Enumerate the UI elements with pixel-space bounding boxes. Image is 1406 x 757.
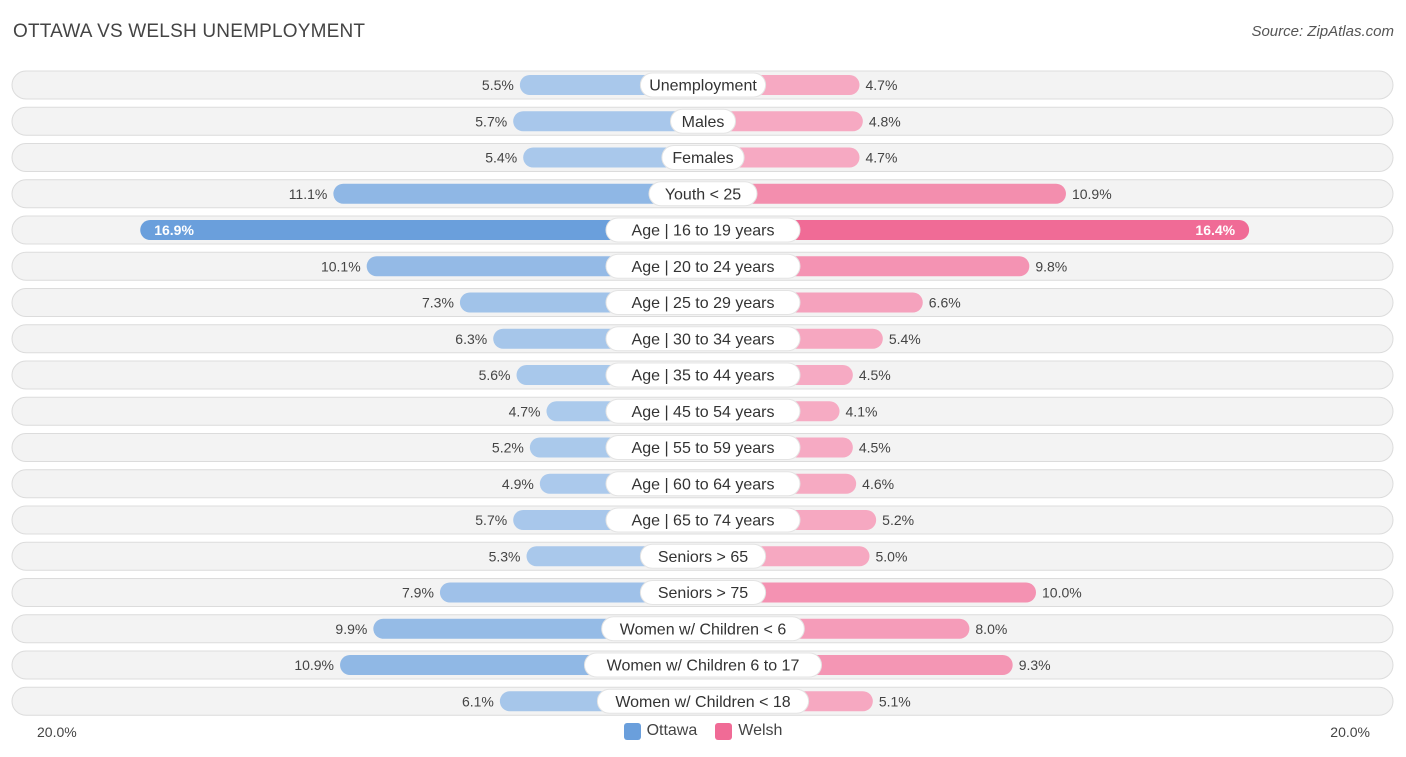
- value-label-welsh: 4.5%: [859, 367, 891, 383]
- category-label-background: [605, 398, 801, 424]
- value-label-welsh: 4.6%: [862, 476, 894, 492]
- legend-swatch-ottawa: [623, 722, 641, 740]
- bar-welsh: [703, 220, 1250, 240]
- bar-ottawa: [523, 147, 703, 168]
- value-label-ottawa: 10.1%: [321, 258, 361, 274]
- category-label: Age | 25 to 29 years: [632, 295, 775, 312]
- value-label-welsh: 4.8%: [869, 113, 901, 129]
- value-label-ottawa: 5.4%: [485, 150, 517, 166]
- value-label-ottawa: 10.9%: [294, 657, 334, 673]
- category-label: Unemployment: [649, 78, 757, 95]
- value-label-ottawa: 5.5%: [482, 77, 514, 93]
- category-label: Women w/ Children 6 to 17: [607, 658, 800, 675]
- source-label: Source: ZipAtlas.com: [1251, 23, 1394, 40]
- category-label: Age | 30 to 34 years: [632, 331, 775, 348]
- category-label-background: [639, 543, 767, 569]
- category-label-background: [605, 290, 801, 315]
- value-label-welsh: 16.4%: [1195, 222, 1235, 238]
- value-label-ottawa: 5.7%: [475, 512, 507, 528]
- value-label-welsh: 4.1%: [846, 403, 878, 419]
- category-label-background: [639, 580, 767, 605]
- value-label-ottawa: 5.2%: [492, 440, 524, 456]
- legend: Ottawa Welsh: [0, 722, 1406, 740]
- value-label-welsh: 4.7%: [866, 77, 898, 93]
- category-label-background: [670, 108, 736, 134]
- category-label: Seniors > 75: [658, 585, 748, 602]
- category-label: Males: [682, 114, 725, 131]
- category-label: Age | 60 to 64 years: [632, 476, 775, 493]
- legend-label-ottawa: Ottawa: [646, 722, 698, 739]
- category-label-background: [605, 435, 801, 460]
- bar-welsh: [703, 582, 1036, 603]
- value-label-welsh: 10.0%: [1042, 585, 1082, 601]
- value-label-welsh: 4.5%: [859, 440, 891, 456]
- value-label-welsh: 8.0%: [975, 621, 1007, 637]
- value-label-welsh: 5.4%: [889, 331, 921, 347]
- legend-item-ottawa[interactable]: Ottawa: [623, 722, 698, 740]
- category-label: Age | 20 to 24 years: [632, 259, 775, 276]
- bar-ottawa: [140, 220, 704, 240]
- value-label-welsh: 4.7%: [866, 150, 898, 166]
- bar-ottawa: [513, 111, 703, 132]
- value-label-ottawa: 16.9%: [154, 222, 194, 238]
- category-label: Seniors > 65: [658, 549, 748, 566]
- value-label-welsh: 5.0%: [876, 548, 908, 564]
- category-label-background: [605, 507, 801, 533]
- category-label-background: [605, 326, 801, 352]
- value-label-ottawa: 4.9%: [502, 476, 534, 492]
- value-label-welsh: 10.9%: [1072, 186, 1112, 202]
- category-label-background: [639, 72, 767, 98]
- bar-welsh: [703, 111, 863, 132]
- legend-swatch-welsh: [715, 722, 733, 740]
- legend-label-welsh: Welsh: [738, 722, 783, 739]
- category-label: Age | 45 to 54 years: [632, 404, 775, 421]
- category-label-background: [648, 181, 758, 207]
- value-label-ottawa: 7.9%: [402, 585, 434, 601]
- category-label: Age | 65 to 74 years: [632, 513, 775, 530]
- category-label: Age | 16 to 19 years: [632, 223, 775, 240]
- axis-left-label: 20.0%: [37, 724, 77, 740]
- value-label-ottawa: 5.7%: [475, 113, 507, 129]
- category-label: Females: [672, 150, 733, 167]
- category-label-background: [605, 471, 801, 497]
- bar-ottawa: [439, 582, 703, 603]
- value-label-welsh: 5.1%: [879, 693, 911, 709]
- category-label: Women w/ Children < 6: [620, 621, 787, 638]
- value-label-ottawa: 9.9%: [335, 621, 367, 637]
- bar-welsh: [703, 183, 1066, 204]
- value-label-ottawa: 7.3%: [422, 295, 454, 311]
- category-label-background: [605, 362, 801, 388]
- category-label: Age | 55 to 59 years: [632, 440, 775, 457]
- category-label: Youth < 25: [665, 186, 741, 203]
- value-label-ottawa: 5.6%: [479, 367, 511, 383]
- category-label-background: [605, 253, 801, 279]
- value-label-welsh: 6.6%: [929, 295, 961, 311]
- category-label-background: [661, 145, 745, 170]
- value-label-welsh: 5.2%: [882, 512, 914, 528]
- legend-item-welsh[interactable]: Welsh: [715, 722, 782, 740]
- category-label-background: [605, 217, 801, 243]
- category-label-background: [584, 652, 822, 678]
- value-label-welsh: 9.8%: [1035, 258, 1067, 274]
- value-label-ottawa: 5.3%: [489, 548, 521, 564]
- bar-ottawa: [333, 183, 703, 204]
- value-label-ottawa: 6.1%: [462, 693, 494, 709]
- category-label: Age | 35 to 44 years: [632, 368, 775, 385]
- category-label-background: [601, 616, 805, 642]
- category-label-background: [596, 688, 810, 714]
- chart-title: OTTAWA VS WELSH UNEMPLOYMENT: [13, 21, 366, 42]
- value-label-ottawa: 6.3%: [455, 331, 487, 347]
- axis-right-label: 20.0%: [1330, 724, 1370, 740]
- value-label-ottawa: 4.7%: [509, 403, 541, 419]
- value-label-ottawa: 11.1%: [289, 186, 328, 202]
- category-label: Women w/ Children < 18: [615, 694, 790, 711]
- value-label-welsh: 9.3%: [1019, 657, 1051, 673]
